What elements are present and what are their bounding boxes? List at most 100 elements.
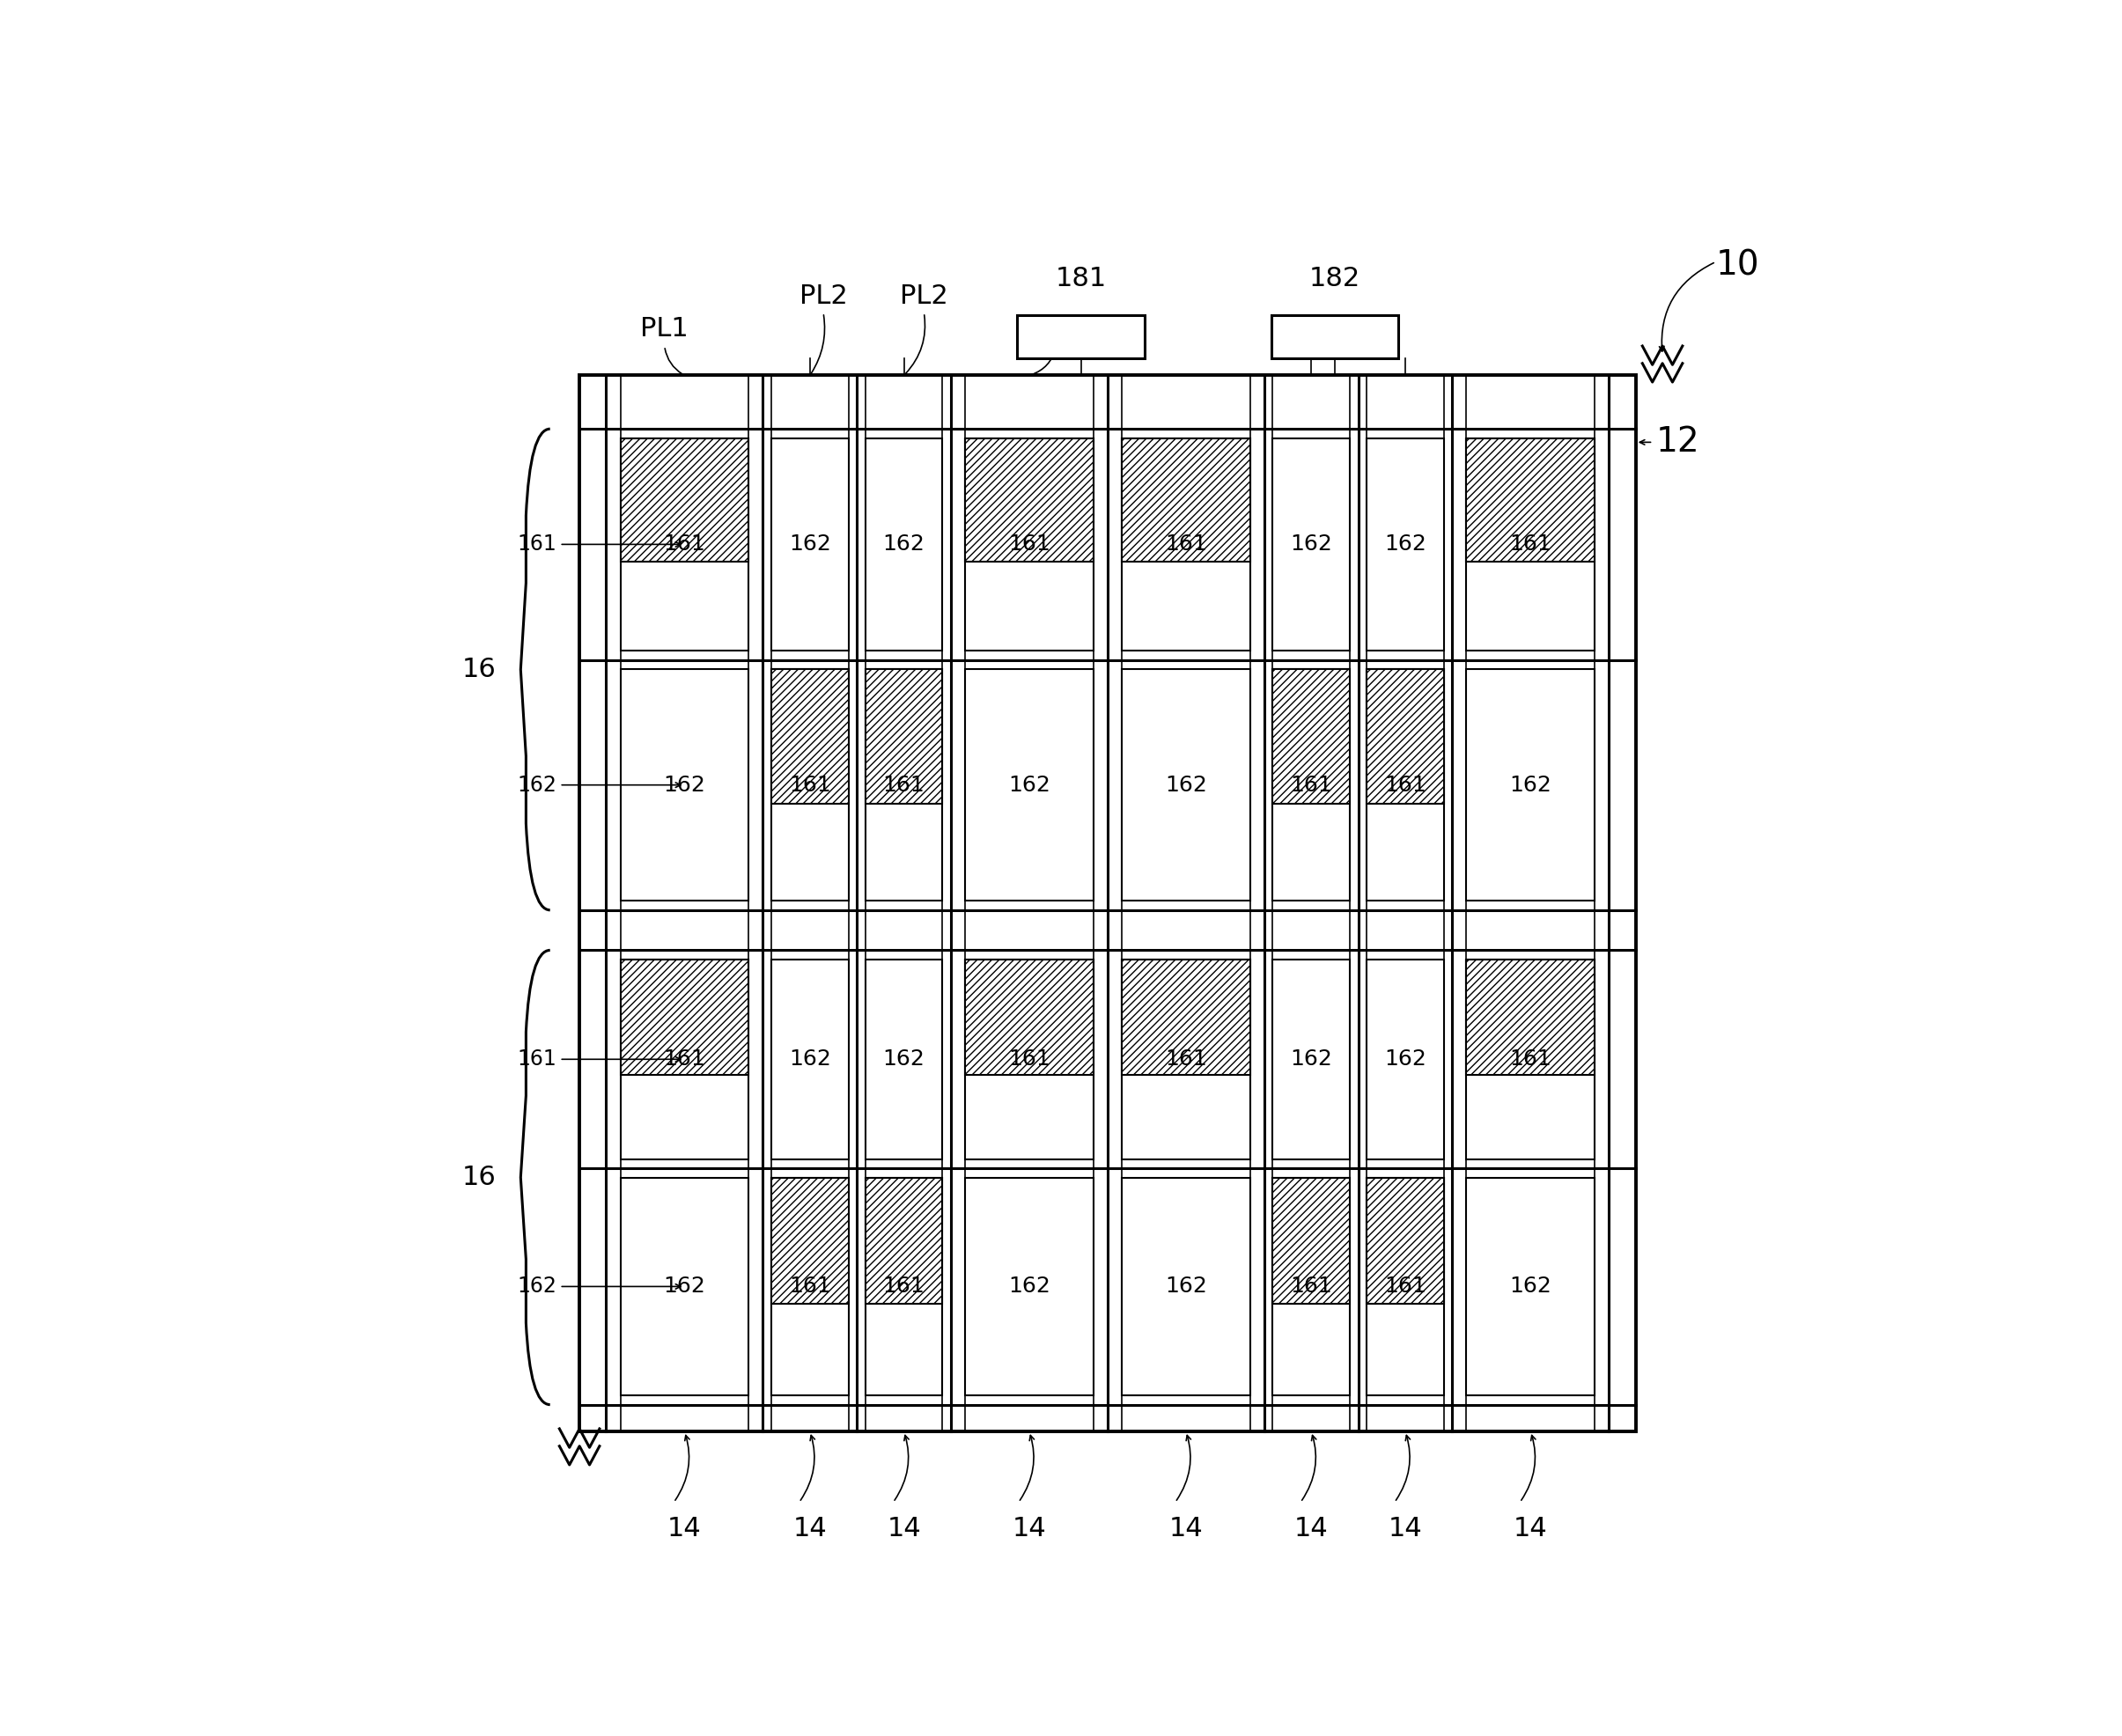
Text: 161: 161	[1290, 774, 1333, 795]
Bar	[1123, 437, 1250, 561]
Bar	[772, 960, 849, 1160]
Bar	[1466, 1177, 1596, 1396]
Text: 14: 14	[887, 1516, 921, 1542]
Text: 161: 161	[1384, 774, 1426, 795]
Text: 14: 14	[668, 1516, 702, 1542]
Text: 161: 161	[883, 1276, 925, 1297]
Text: PL2: PL2	[800, 283, 847, 309]
Bar	[1273, 1177, 1350, 1396]
Text: PL1: PL1	[1031, 316, 1080, 342]
Text: 14: 14	[1169, 1516, 1203, 1542]
Text: 161: 161	[664, 1049, 707, 1069]
Bar	[620, 437, 749, 651]
Text: 162: 162	[1165, 1276, 1207, 1297]
Text: 14: 14	[1513, 1516, 1547, 1542]
Bar	[1123, 960, 1250, 1075]
Bar	[866, 1177, 942, 1396]
Text: 162: 162	[1509, 774, 1551, 795]
Bar	[1123, 668, 1250, 901]
Text: 161: 161	[1509, 533, 1551, 556]
Text: 182: 182	[1309, 266, 1360, 292]
Bar	[620, 960, 749, 1075]
Bar	[1466, 437, 1596, 561]
Text: 181: 181	[1055, 266, 1106, 292]
Bar	[620, 960, 749, 1160]
Bar	[966, 960, 1093, 1160]
Bar	[1466, 960, 1596, 1075]
Bar	[579, 375, 1636, 1432]
Bar	[620, 1177, 749, 1396]
Text: 161: 161	[789, 774, 832, 795]
Bar	[966, 668, 1093, 901]
Bar	[1273, 960, 1350, 1160]
Bar	[866, 668, 942, 901]
Bar	[1271, 316, 1398, 358]
Text: 161: 161	[1008, 533, 1050, 556]
Bar	[772, 1177, 849, 1304]
Bar	[1016, 316, 1144, 358]
Bar	[1273, 668, 1350, 901]
Text: 162: 162	[518, 1276, 556, 1297]
Bar	[966, 960, 1093, 1075]
Text: 162: 162	[883, 1049, 925, 1069]
Text: 14: 14	[794, 1516, 828, 1542]
Bar	[772, 668, 849, 901]
Bar	[1123, 1177, 1250, 1396]
Bar	[1367, 668, 1443, 804]
Text: 161: 161	[1290, 1276, 1333, 1297]
Text: 16: 16	[463, 1165, 497, 1191]
Text: 161: 161	[1384, 1276, 1426, 1297]
Text: 14: 14	[1388, 1516, 1422, 1542]
Text: 162: 162	[789, 533, 832, 556]
Bar	[620, 437, 749, 561]
Text: 162: 162	[664, 774, 707, 795]
Text: 161: 161	[1509, 1049, 1551, 1069]
Text: 162: 162	[883, 533, 925, 556]
Bar	[966, 437, 1093, 651]
Text: 12: 12	[1655, 425, 1700, 458]
Bar	[1273, 1177, 1350, 1304]
Bar	[772, 1177, 849, 1396]
Bar	[1273, 668, 1350, 804]
Bar	[772, 437, 849, 651]
Bar	[1466, 437, 1596, 651]
Text: 162: 162	[1509, 1276, 1551, 1297]
Text: 162: 162	[1165, 774, 1207, 795]
Text: 162: 162	[518, 774, 556, 795]
Text: 161: 161	[518, 1049, 556, 1069]
Text: 14: 14	[1294, 1516, 1328, 1542]
Text: 161: 161	[1165, 533, 1207, 556]
Text: 161: 161	[1165, 1049, 1207, 1069]
Text: 162: 162	[664, 1276, 707, 1297]
Text: 162: 162	[789, 1049, 832, 1069]
Bar	[1367, 668, 1443, 901]
Text: 161: 161	[664, 533, 707, 556]
Text: 162: 162	[1290, 533, 1333, 556]
Bar	[1367, 1177, 1443, 1304]
Bar	[1367, 437, 1443, 651]
Bar	[772, 668, 849, 804]
Text: 162: 162	[1384, 533, 1426, 556]
Bar	[866, 668, 942, 804]
Text: 161: 161	[789, 1276, 832, 1297]
Bar	[1123, 960, 1250, 1160]
Text: 162: 162	[1290, 1049, 1333, 1069]
Bar	[966, 437, 1093, 561]
Text: 10: 10	[1717, 248, 1759, 281]
Bar	[1367, 1177, 1443, 1396]
Text: 162: 162	[1008, 1276, 1050, 1297]
Bar	[1123, 437, 1250, 651]
Text: 14: 14	[1012, 1516, 1046, 1542]
Text: 162: 162	[1008, 774, 1050, 795]
Text: 16: 16	[463, 656, 497, 682]
Bar	[866, 960, 942, 1160]
Text: PL1: PL1	[641, 316, 690, 342]
Text: 161: 161	[518, 533, 556, 556]
Bar	[620, 668, 749, 901]
Bar	[1466, 960, 1596, 1160]
Bar	[866, 1177, 942, 1304]
Text: 162: 162	[1384, 1049, 1426, 1069]
Bar	[966, 1177, 1093, 1396]
Text: 161: 161	[883, 774, 925, 795]
Bar	[1273, 437, 1350, 651]
